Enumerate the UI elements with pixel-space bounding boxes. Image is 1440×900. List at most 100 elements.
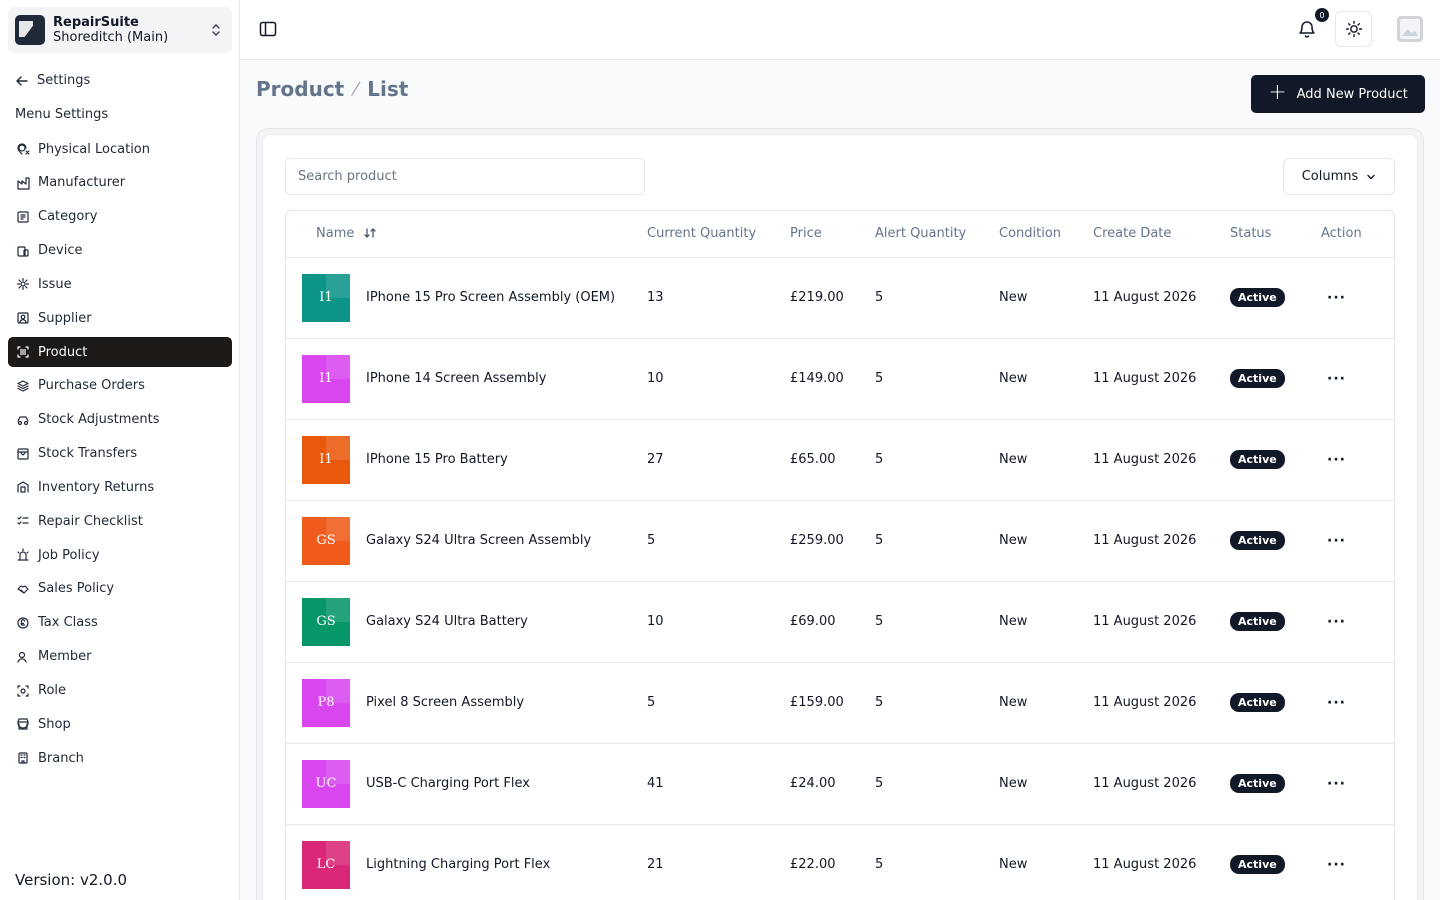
map-pin-icon bbox=[15, 142, 30, 157]
cell-condition: New bbox=[999, 581, 1093, 663]
column-header-create-date: Create Date bbox=[1093, 211, 1230, 258]
sidebar-item-role[interactable]: Role bbox=[8, 676, 232, 706]
cell-condition: New bbox=[999, 257, 1093, 339]
cell-quantity: 27 bbox=[647, 419, 790, 501]
cell-action: ··· bbox=[1321, 743, 1394, 825]
sidebar-item-label: Inventory Returns bbox=[38, 479, 155, 495]
product-name[interactable]: IPhone 15 Pro Battery bbox=[366, 452, 508, 467]
status-badge: Active bbox=[1230, 531, 1285, 550]
more-actions-icon[interactable]: ··· bbox=[1327, 613, 1346, 630]
product-thumbnail: I1 bbox=[302, 435, 350, 484]
chevron-up-down-icon bbox=[212, 24, 220, 36]
version-label: Version: v2.0.0 bbox=[15, 871, 128, 889]
siren-icon bbox=[15, 548, 30, 563]
sort-icon[interactable] bbox=[363, 226, 377, 240]
column-header-alert-quantity: Alert Quantity bbox=[875, 211, 999, 258]
sidebar-item-branch[interactable]: Branch bbox=[8, 743, 232, 773]
cell-status: Active bbox=[1230, 257, 1321, 339]
user-avatar[interactable] bbox=[1397, 16, 1423, 42]
cell-status: Active bbox=[1230, 500, 1321, 582]
table-row[interactable]: P8 Pixel 8 Screen Assembly 5 £159.00 5 New 11 … bbox=[286, 662, 1394, 744]
sidebar-item-label: Stock Transfers bbox=[38, 446, 138, 462]
table-row[interactable]: UC USB-C Charging Port Flex 41 £24.00 5 New 11… bbox=[286, 743, 1394, 825]
sidebar-item-label: Branch bbox=[38, 750, 84, 766]
more-actions-icon[interactable]: ··· bbox=[1327, 694, 1346, 711]
back-to-settings-link[interactable]: Settings bbox=[15, 73, 90, 88]
sidebar-item-sales-policy[interactable]: Sales Policy bbox=[8, 574, 232, 604]
table-row[interactable]: GS Galaxy S24 Ultra Screen Assembly 5 £259.… bbox=[286, 500, 1394, 582]
gear-icon bbox=[15, 277, 30, 292]
sidebar-item-manufacturer[interactable]: Manufacturer bbox=[8, 168, 232, 198]
cell-price: £259.00 bbox=[790, 500, 875, 582]
more-actions-icon[interactable]: ··· bbox=[1327, 289, 1346, 306]
more-actions-icon[interactable]: ··· bbox=[1327, 451, 1346, 468]
sidebar-item-supplier[interactable]: Supplier bbox=[8, 303, 232, 333]
branch-name: Shoreditch (Main) bbox=[53, 30, 169, 45]
product-name[interactable]: Galaxy S24 Ultra Screen Assembly bbox=[366, 533, 592, 548]
more-actions-icon[interactable]: ··· bbox=[1327, 370, 1346, 387]
sidebar-item-physical-location[interactable]: Physical Location bbox=[8, 134, 232, 164]
cell-create-date: 11 August 2026 bbox=[1093, 743, 1230, 825]
product-initials: GS bbox=[316, 533, 336, 548]
cell-create-date: 11 August 2026 bbox=[1093, 824, 1230, 900]
table-row[interactable]: I1 IPhone 15 Pro Screen Assembly (OEM) 13 £… bbox=[286, 257, 1394, 339]
cell-status: Active bbox=[1230, 743, 1321, 825]
sidebar-item-job-policy[interactable]: Job Policy bbox=[8, 540, 232, 570]
product-name[interactable]: IPhone 14 Screen Assembly bbox=[366, 371, 547, 386]
more-actions-icon[interactable]: ··· bbox=[1327, 856, 1346, 873]
sidebar-item-tax-class[interactable]: Tax Class bbox=[8, 608, 232, 638]
product-name[interactable]: Galaxy S24 Ultra Battery bbox=[366, 614, 528, 629]
cell-price: £65.00 bbox=[790, 419, 875, 501]
sidebar-item-stock-adjustments[interactable]: Stock Adjustments bbox=[8, 405, 232, 435]
cell-status: Active bbox=[1230, 662, 1321, 744]
checklist-icon bbox=[15, 514, 30, 529]
table-row[interactable]: LC Lightning Charging Port Flex 21 £22.00 5 N… bbox=[286, 824, 1394, 900]
store-switcher[interactable]: RepairSuite Shoreditch (Main) bbox=[8, 7, 232, 53]
product-thumbnail: GS bbox=[302, 597, 350, 646]
sidebar-item-category[interactable]: Category bbox=[8, 202, 232, 232]
cell-price: £24.00 bbox=[790, 743, 875, 825]
product-name[interactable]: Pixel 8 Screen Assembly bbox=[366, 695, 525, 710]
product-name[interactable]: IPhone 15 Pro Screen Assembly (OEM) bbox=[366, 290, 616, 305]
search-input[interactable] bbox=[285, 158, 645, 195]
sidebar-item-stock-transfers[interactable]: Stock Transfers bbox=[8, 439, 232, 469]
table-row[interactable]: I1 IPhone 15 Pro Battery 27 £65.00 5 New 11 Au… bbox=[286, 419, 1394, 501]
arrow-left-icon bbox=[16, 75, 28, 86]
sidebar-item-member[interactable]: Member bbox=[8, 642, 232, 672]
plus-icon: + bbox=[1268, 80, 1287, 105]
columns-button[interactable]: Columns bbox=[1283, 158, 1395, 195]
sidebar-item-label: Category bbox=[38, 209, 98, 225]
factory-icon bbox=[15, 175, 30, 190]
role-icon bbox=[15, 683, 30, 698]
sidebar-toggle-icon[interactable] bbox=[258, 19, 278, 39]
breadcrumb-root[interactable]: Product bbox=[256, 77, 345, 101]
cell-name: P8 Pixel 8 Screen Assembly bbox=[286, 662, 647, 744]
product-thumbnail: P8 bbox=[302, 678, 350, 727]
sidebar-item-inventory-returns[interactable]: Inventory Returns bbox=[8, 472, 232, 502]
table-row[interactable]: GS Galaxy S24 Ultra Battery 10 £69.00 5 New 11… bbox=[286, 581, 1394, 663]
column-header-name[interactable]: Name bbox=[286, 211, 647, 258]
cell-action: ··· bbox=[1321, 824, 1394, 900]
sidebar-item-label: Device bbox=[38, 243, 83, 259]
sidebar-item-label: Role bbox=[38, 683, 67, 698]
cell-condition: New bbox=[999, 662, 1093, 744]
table-row[interactable]: I1 IPhone 14 Screen Assembly 10 £149.00 5 New… bbox=[286, 338, 1394, 420]
sidebar-item-repair-checklist[interactable]: Repair Checklist bbox=[8, 506, 232, 536]
cell-condition: New bbox=[999, 500, 1093, 582]
product-name[interactable]: Lightning Charging Port Flex bbox=[366, 857, 551, 872]
product-name[interactable]: USB-C Charging Port Flex bbox=[366, 776, 530, 791]
back-label: Settings bbox=[37, 73, 91, 88]
sidebar-item-device[interactable]: Device bbox=[8, 236, 232, 266]
sidebar-item-label: Member bbox=[38, 649, 92, 665]
sidebar-item-product[interactable]: Product bbox=[8, 337, 232, 368]
bell-icon[interactable] bbox=[1296, 18, 1318, 40]
category-icon bbox=[15, 209, 30, 224]
sidebar-item-shop[interactable]: Shop bbox=[8, 709, 232, 739]
more-actions-icon[interactable]: ··· bbox=[1327, 532, 1346, 549]
theme-toggle-button[interactable] bbox=[1335, 11, 1372, 47]
products-table: Name Current Quantity Price Alert Quanti… bbox=[285, 210, 1395, 900]
more-actions-icon[interactable]: ··· bbox=[1327, 775, 1346, 792]
add-new-product-button[interactable]: + Add New Product bbox=[1251, 75, 1425, 113]
sidebar-item-issue[interactable]: Issue bbox=[8, 269, 232, 299]
sidebar-item-purchase-orders[interactable]: Purchase Orders bbox=[8, 371, 232, 401]
